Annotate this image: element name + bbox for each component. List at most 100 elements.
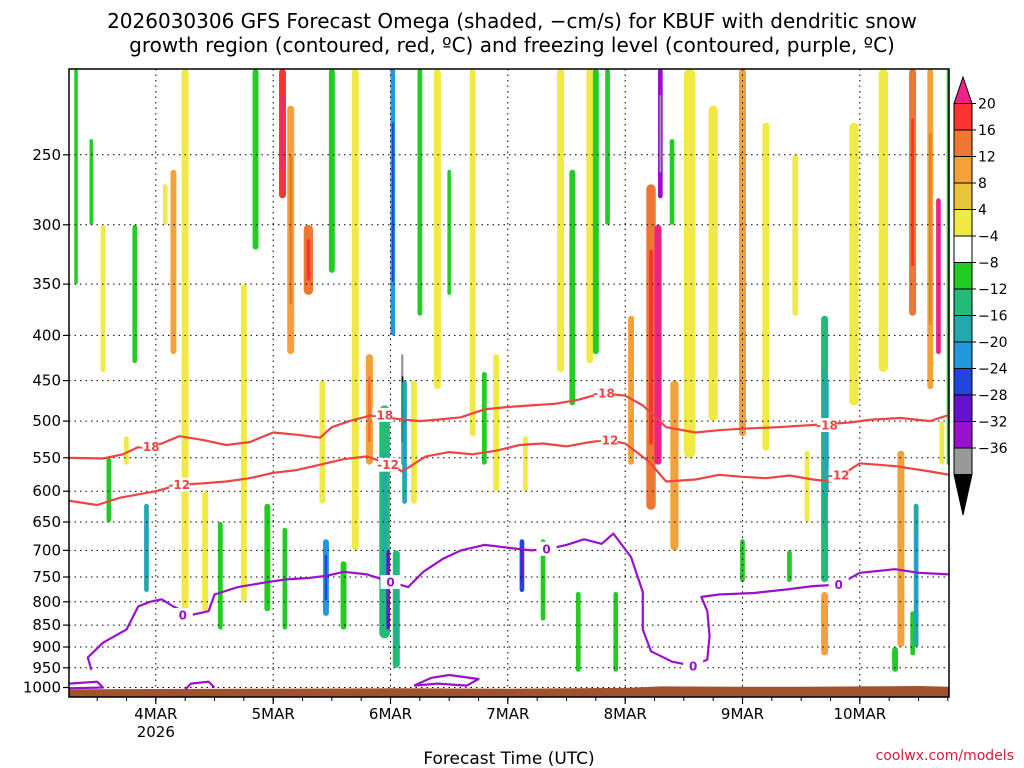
colorbar-swatch-2: [953, 129, 973, 157]
omega-band-65: [605, 69, 610, 225]
contour-label-0-1: 0: [386, 576, 394, 590]
colorbar-label-9: −20: [978, 335, 1008, 351]
plot-background: [69, 69, 949, 697]
omega-band-16: [493, 354, 500, 492]
omega-band-core-35: [929, 133, 932, 326]
colorbar-label-3: 8: [978, 176, 987, 192]
y-tick-label-0: 250: [32, 146, 61, 164]
x-axis-title: Forecast Time (UTC): [423, 749, 594, 768]
plot-frame: [68, 68, 950, 698]
contour-label-bg--12-2: [597, 432, 618, 447]
contour-label--12-2: -12: [597, 433, 619, 447]
colorbar-label-4: 4: [978, 203, 987, 219]
chart-title-line-1: 2026030306 GFS Forecast Omega (shaded, −…: [107, 9, 917, 33]
y-tick-label-14: 950: [32, 659, 61, 677]
contour-label--12-1: -12: [377, 458, 399, 472]
contour-label-bg--12-0: [169, 477, 190, 492]
contour-label--18-0: -18: [138, 440, 160, 454]
omega-band-core-48: [324, 554, 328, 601]
omega-band-29: [804, 450, 810, 522]
contour-label-0-4: 0: [835, 578, 843, 592]
omega-band-core-71: [826, 402, 828, 470]
omega-band-core-53: [395, 573, 398, 645]
y-tick-label-8: 650: [32, 513, 61, 531]
omega-band-60: [540, 539, 546, 621]
omega-band-6: [162, 184, 168, 225]
terrain-layer: [69, 686, 949, 697]
colorbar-label-13: −36: [978, 441, 1008, 457]
contour-label--18-1: -18: [371, 408, 393, 422]
omega-band-core-42: [145, 521, 148, 575]
omega-band-38: [74, 69, 78, 285]
y-axis: 250 300 350 400 450 500 550 600 650 700 750 800 850 9…: [23, 146, 69, 697]
colorbar-label-5: −4: [978, 229, 999, 245]
colorbar-swatch-10: [953, 341, 973, 369]
omega-band-32: [878, 69, 888, 372]
colorbar-label-7: −12: [978, 282, 1008, 298]
colorbar-swatch-15: [953, 474, 973, 516]
omega-band-core-55: [403, 405, 406, 480]
omega-band-14: [433, 69, 441, 390]
x-tick-label-0: 4MAR: [134, 705, 177, 723]
credit-text[interactable]: coolwx.com/models: [876, 748, 1014, 764]
omega-band-24: [683, 69, 696, 458]
contour-label-bg--18-0: [138, 439, 159, 454]
colorbar-swatch-11: [953, 368, 973, 396]
colorbar-label-2: 12: [978, 150, 996, 166]
contour-line--18: [69, 392, 949, 460]
omega-band-58: [482, 372, 487, 465]
contour-line--12: [69, 438, 949, 507]
omega-band-26: [739, 69, 746, 437]
omega-band-57: [447, 169, 451, 295]
y-tick-label-2: 350: [32, 275, 61, 293]
contour-label--12-3: -12: [828, 468, 850, 482]
omega-band-39: [89, 139, 93, 225]
omega-band-core-22: [656, 272, 660, 417]
colorbar-swatch-3: [953, 156, 973, 184]
omega-band-27: [762, 122, 770, 451]
omega-band-core-36: [937, 229, 940, 323]
contour-label--18-3: -18: [816, 419, 838, 433]
y-tick-label-1: 300: [32, 216, 61, 234]
contour-label-bg-0-1: [380, 575, 401, 589]
omega-band-18: [557, 69, 565, 372]
omega-band-core-9: [306, 238, 311, 281]
omega-band-core-59: [521, 549, 523, 582]
y-tick-label-3: 400: [32, 326, 61, 344]
omega-band-33: [897, 450, 905, 647]
omega-band-30: [821, 592, 829, 656]
contour-label-bg-0-4: [828, 577, 849, 592]
contour-label--18-2: -18: [593, 387, 615, 401]
omega-band-core-50: [382, 452, 387, 592]
omega-band-11: [351, 69, 359, 551]
colorbar-swatch-6: [953, 235, 973, 263]
omega-band-core-74: [915, 532, 918, 619]
omega-band-core-66: [659, 94, 662, 173]
y-tick-label-15: 1000: [23, 679, 61, 697]
colorbar-label-8: −16: [978, 309, 1008, 325]
omega-band-core-7: [281, 94, 284, 173]
contour-line-0-small-a: [184, 680, 216, 691]
omega-band-core-12: [368, 376, 371, 443]
omega-band-20: [628, 315, 634, 465]
colorbar-swatch-12: [953, 394, 973, 422]
contour-label-bg-0-2: [536, 541, 557, 556]
omega-band-41: [132, 224, 138, 364]
y-tick-label-6: 550: [32, 449, 61, 467]
colorbar-swatch-5: [953, 209, 973, 237]
x-tick-label-4: 8MAR: [604, 705, 647, 723]
contour-layer: -18 -18 -18 -18 -12 -12 -12 -12 0 0 0 0 0: [69, 386, 949, 691]
omega-band-69: [787, 550, 792, 582]
omega-band-23: [670, 380, 679, 551]
contour-label-bg-0-3: [683, 658, 704, 673]
omega-band-5: [124, 436, 129, 465]
contour-label-bg--12-1: [378, 457, 399, 472]
contour-line-0-small-c: [69, 680, 105, 690]
omega-band-2: [202, 491, 209, 612]
omega-band-25: [708, 105, 718, 422]
omega-band-31: [849, 122, 859, 406]
chart-title-line-2: growth region (contoured, red, ºC) and f…: [129, 33, 895, 57]
colorbar-swatch-7: [953, 262, 973, 290]
grid-layer: [69, 69, 949, 697]
